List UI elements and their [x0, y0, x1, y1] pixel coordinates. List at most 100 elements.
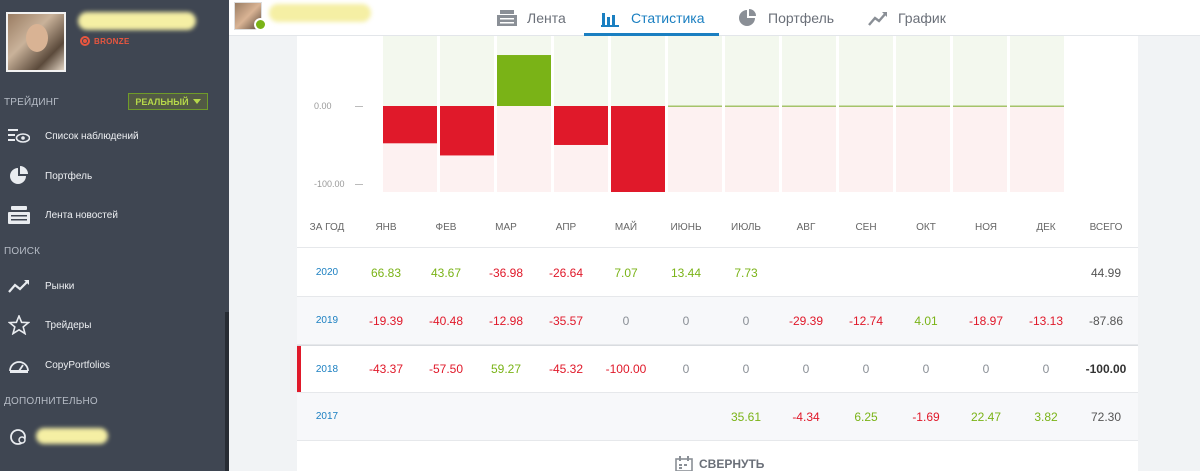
- monthly-returns-chart: 0.00 -100.00: [297, 36, 1138, 201]
- month-return-cell: 7.07: [614, 265, 638, 280]
- chart-bar-9[interactable]: [839, 105, 893, 108]
- account-mode-select[interactable]: РЕАЛЬНЫЙ: [128, 93, 208, 110]
- table-row[interactable]: 2019 -19.39 -40.48 -12.98 -35.57 0 0 0 -29.39 -12…: [297, 297, 1138, 345]
- chart-bar-2[interactable]: [440, 106, 494, 156]
- month-return-cell: [836, 249, 896, 296]
- y-tick-mark: [355, 184, 363, 185]
- month-return-cell: [896, 249, 956, 296]
- month-return-cell: 3.82: [1034, 409, 1058, 424]
- chart-bar-8[interactable]: [782, 105, 836, 108]
- chart-bar-6[interactable]: [668, 105, 722, 108]
- tab-portfolio[interactable]: Портфель: [738, 0, 834, 36]
- year-total-cell: 44.99: [1090, 265, 1122, 280]
- calendar-icon: [675, 456, 693, 471]
- table-header: ЗА ГОД ЯНВ ФЕВ МАР АПР МАЙ ИЮНЬ ИЮЛЬ АВГ СЕН ОКТ НО…: [297, 208, 1138, 248]
- table-row[interactable]: 2020 66.83 43.67 -36.98 -26.64 7.07 13.44 7.73 4…: [297, 249, 1138, 297]
- month-return-cell: [476, 393, 536, 440]
- month-return-cell: -43.37: [368, 362, 404, 376]
- month-return-cell: -13.13: [1028, 313, 1064, 328]
- sidebar-item-label: CopyPortfolios: [45, 359, 111, 371]
- sidebar-item-news-feed[interactable]: Лента новостей: [0, 197, 225, 233]
- sidebar-item-copyportfolios[interactable]: CopyPortfolios: [0, 347, 225, 383]
- year-link[interactable]: 2019: [315, 315, 339, 326]
- section-title-trading: ТРЕЙДИНГ: [4, 97, 59, 108]
- y-tick-mark: [355, 106, 363, 107]
- chart-bg-negative: [725, 106, 779, 192]
- sidebar-scrollbar[interactable]: [225, 312, 229, 471]
- month-return-cell: -12.98: [488, 313, 524, 328]
- year-link[interactable]: 2018: [315, 363, 339, 375]
- tab-label: График: [898, 10, 946, 26]
- chevron-down-icon: [192, 99, 201, 104]
- sidebar-item-traders[interactable]: Трейдеры: [0, 307, 225, 343]
- chart-bar-5[interactable]: [611, 106, 665, 192]
- trend-icon: [8, 280, 29, 293]
- tab-statistics[interactable]: Статистика: [601, 0, 705, 36]
- column-header: СЕН: [855, 222, 877, 233]
- pie-chart-icon: [10, 166, 28, 184]
- star-icon: [8, 315, 30, 335]
- year-link[interactable]: 2017: [315, 411, 339, 422]
- sidebar-item-label: Лента новостей: [45, 209, 118, 221]
- tier-badge: BRONZE: [80, 36, 130, 46]
- chart-bg-negative: [1010, 106, 1064, 192]
- table-row[interactable]: 2017 35.61 -4.34 6.25 -1.69 22.47 3.82 72.30: [297, 393, 1138, 441]
- sidebar-item-watchlist[interactable]: Список наблюдений: [0, 118, 225, 154]
- chart-bg-negative: [782, 106, 836, 192]
- collapse-button[interactable]: СВЕРНУТЬ: [675, 456, 764, 471]
- column-header: ОКТ: [916, 222, 936, 233]
- year-total-cell: -87.86: [1088, 313, 1124, 328]
- month-return-cell: 43.67: [430, 265, 462, 280]
- verified-icon: [254, 18, 267, 31]
- year-link[interactable]: 2020: [315, 267, 339, 278]
- month-return-cell: [956, 249, 1016, 296]
- month-return-cell: -100.00: [605, 362, 647, 376]
- month-return-cell: 0: [682, 313, 690, 328]
- chart-bg-positive: [725, 36, 779, 106]
- sidebar-item-label: Рынки: [45, 280, 75, 292]
- month-return-cell: [356, 393, 416, 440]
- chart-bg-positive: [896, 36, 950, 106]
- chart-bar-7[interactable]: [725, 105, 779, 108]
- chart-bar-10[interactable]: [896, 105, 950, 108]
- username-redacted: [36, 428, 108, 444]
- chart-bar-11[interactable]: [953, 105, 1007, 108]
- collapse-label: СВЕРНУТЬ: [699, 457, 765, 471]
- tab-label: Портфель: [768, 10, 835, 26]
- statistics-card: 0.00 -100.00 ЗА ГОД ЯНВ ФЕВ МАР АПР МАЙ ИЮНЬ ИЮ…: [297, 36, 1138, 471]
- chart-bar-4[interactable]: [554, 106, 608, 145]
- chart-bg-positive: [554, 36, 608, 106]
- month-return-cell: [416, 393, 476, 440]
- sidebar-item-label: Трейдеры: [45, 319, 92, 331]
- chart-bar-12[interactable]: [1010, 105, 1064, 108]
- avatar[interactable]: [6, 12, 66, 72]
- month-return-cell: -18.97: [968, 313, 1004, 328]
- column-header: ИЮЛЬ: [731, 222, 761, 233]
- sidebar-item-account[interactable]: [0, 418, 225, 454]
- month-return-cell: 0: [982, 362, 990, 376]
- month-return-cell: [656, 393, 716, 440]
- account-icon: [10, 429, 26, 445]
- line-chart-icon: [868, 12, 887, 26]
- sidebar-item-portfolio[interactable]: Портфель: [0, 158, 225, 194]
- tab-chart[interactable]: График: [868, 0, 946, 36]
- tab-feed[interactable]: Лента: [497, 0, 566, 36]
- main-content: 0.00 -100.00 ЗА ГОД ЯНВ ФЕВ МАР АПР МАЙ ИЮНЬ ИЮ…: [229, 36, 1200, 471]
- selected-row-marker: [297, 346, 301, 392]
- sidebar: BRONZE ТРЕЙДИНГ РЕАЛЬНЫЙ Список наблюден…: [0, 0, 229, 471]
- month-return-cell: 0: [682, 362, 690, 376]
- chart-bar-3[interactable]: [497, 55, 551, 106]
- month-return-cell: 0: [622, 313, 630, 328]
- sidebar-item-markets[interactable]: Рынки: [0, 268, 225, 304]
- month-return-cell: 13.44: [670, 265, 702, 280]
- user-profile: BRONZE: [0, 0, 229, 80]
- month-return-cell: 66.83: [370, 265, 402, 280]
- chart-bg-positive: [1010, 36, 1064, 106]
- table-row[interactable]: 2018 -43.37 -57.50 59.27 -45.32 -100.00 0 0 0 0 0 0…: [297, 345, 1138, 393]
- chart-bar-1[interactable]: [383, 106, 437, 144]
- chart-bg-positive: [611, 36, 665, 106]
- feed-icon: [497, 10, 517, 26]
- month-return-cell: 0: [862, 362, 870, 376]
- column-header: ДЕК: [1036, 222, 1056, 233]
- copy-portfolio-icon: [9, 361, 29, 373]
